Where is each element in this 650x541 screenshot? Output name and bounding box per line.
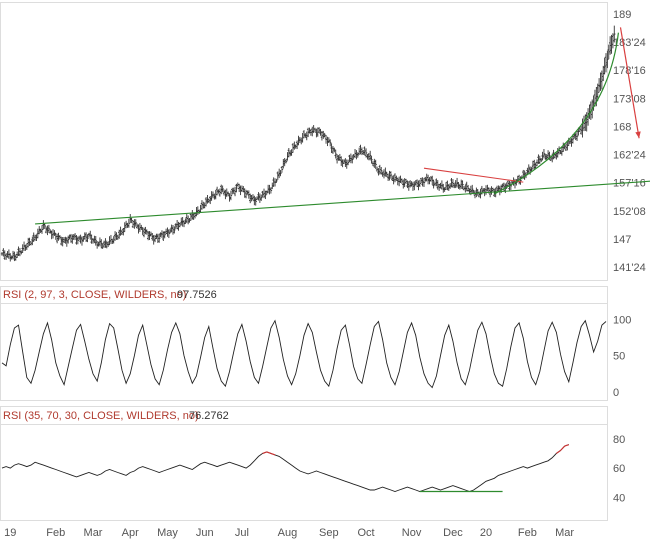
x-tick-label: Dec bbox=[443, 527, 463, 539]
x-tick-label: Feb bbox=[518, 527, 537, 539]
rsi-slow-y-tick-label: 60 bbox=[613, 463, 625, 475]
price-panel-frame bbox=[0, 2, 608, 281]
price-y-tick-label: 141'24 bbox=[613, 262, 646, 274]
rsi-slow-overbought-segment bbox=[564, 444, 569, 447]
rsi-slow-overbought-segment bbox=[560, 445, 566, 451]
rsi-slow-overbought-segment bbox=[266, 451, 272, 454]
rsi-slow-overbought-segment bbox=[556, 450, 561, 454]
x-tick-label: Oct bbox=[357, 527, 374, 539]
trendline bbox=[35, 180, 650, 225]
price-y-tick-label: 173'08 bbox=[613, 93, 646, 105]
x-tick-label: May bbox=[157, 527, 178, 539]
x-tick-label: Jul bbox=[235, 527, 249, 539]
rsi-fast-title: RSI (2, 97, 3, CLOSE, WILDERS, no) bbox=[3, 289, 186, 301]
price-y-tick-label: 152'08 bbox=[613, 206, 646, 218]
rsi-slow-panel: RSI (35, 70, 30, CLOSE, WILDERS, no) 76.… bbox=[0, 406, 625, 521]
x-tick-label: Sep bbox=[319, 527, 339, 539]
x-tick-label: Feb bbox=[46, 527, 65, 539]
rsi-fast-panel: RSI (2, 97, 3, CLOSE, WILDERS, no) 97.75… bbox=[0, 286, 631, 401]
x-tick-label: Apr bbox=[122, 527, 139, 539]
price-y-tick-label: 162'24 bbox=[613, 150, 646, 162]
projection-arrow-line bbox=[619, 27, 640, 139]
slow-panel-frame bbox=[0, 406, 608, 521]
x-tick-label: Nov bbox=[402, 527, 422, 539]
x-tick-label: Jun bbox=[196, 527, 214, 539]
x-tick-label: Aug bbox=[278, 527, 298, 539]
price-y-tick-label: 157'16 bbox=[613, 178, 646, 190]
rsi-slow-overbought-segment bbox=[270, 452, 276, 456]
rsi-fast-y-tick-label: 100 bbox=[613, 314, 631, 326]
projection-arrowhead bbox=[635, 131, 641, 139]
rsi-fast-value: 97.7526 bbox=[177, 289, 217, 301]
rsi-slow-line bbox=[1, 444, 569, 492]
rsi-fast-y-tick-label: 50 bbox=[613, 351, 625, 363]
price-y-tick-label: 189 bbox=[613, 9, 631, 21]
rsi-slow-y-tick-label: 40 bbox=[613, 492, 625, 504]
x-axis: 19 Feb Mar Apr May Jun Jul Aug Sep Oct Nov Dec 20 Feb… bbox=[4, 527, 574, 539]
price-panel: 189 183'24 178'16 173'08 168 162'24 157'16 152'… bbox=[0, 2, 650, 281]
x-tick-label: Mar bbox=[555, 527, 574, 539]
fast-panel-frame bbox=[0, 286, 608, 401]
trendline-curve bbox=[494, 32, 620, 195]
rsi-fast-line bbox=[1, 319, 607, 389]
price-y-tick-label: 183'24 bbox=[613, 37, 646, 49]
price-y-tick-label: 168 bbox=[613, 121, 631, 133]
x-tick-label: Mar bbox=[84, 527, 103, 539]
rsi-slow-y-tick-label: 80 bbox=[613, 434, 625, 446]
x-tick-label: 19 bbox=[4, 527, 16, 539]
rsi-fast-y-tick-label: 0 bbox=[613, 387, 619, 399]
price-y-tick-label: 147 bbox=[613, 234, 631, 246]
rsi-slow-overbought-segment bbox=[262, 451, 267, 454]
x-tick-label: 20 bbox=[480, 527, 492, 539]
rsi-slow-value: 76.2762 bbox=[189, 410, 229, 422]
rsi-slow-title: RSI (35, 70, 30, CLOSE, WILDERS, no) bbox=[3, 410, 199, 422]
price-y-tick-label: 178'16 bbox=[613, 65, 646, 77]
trendline bbox=[423, 167, 524, 183]
